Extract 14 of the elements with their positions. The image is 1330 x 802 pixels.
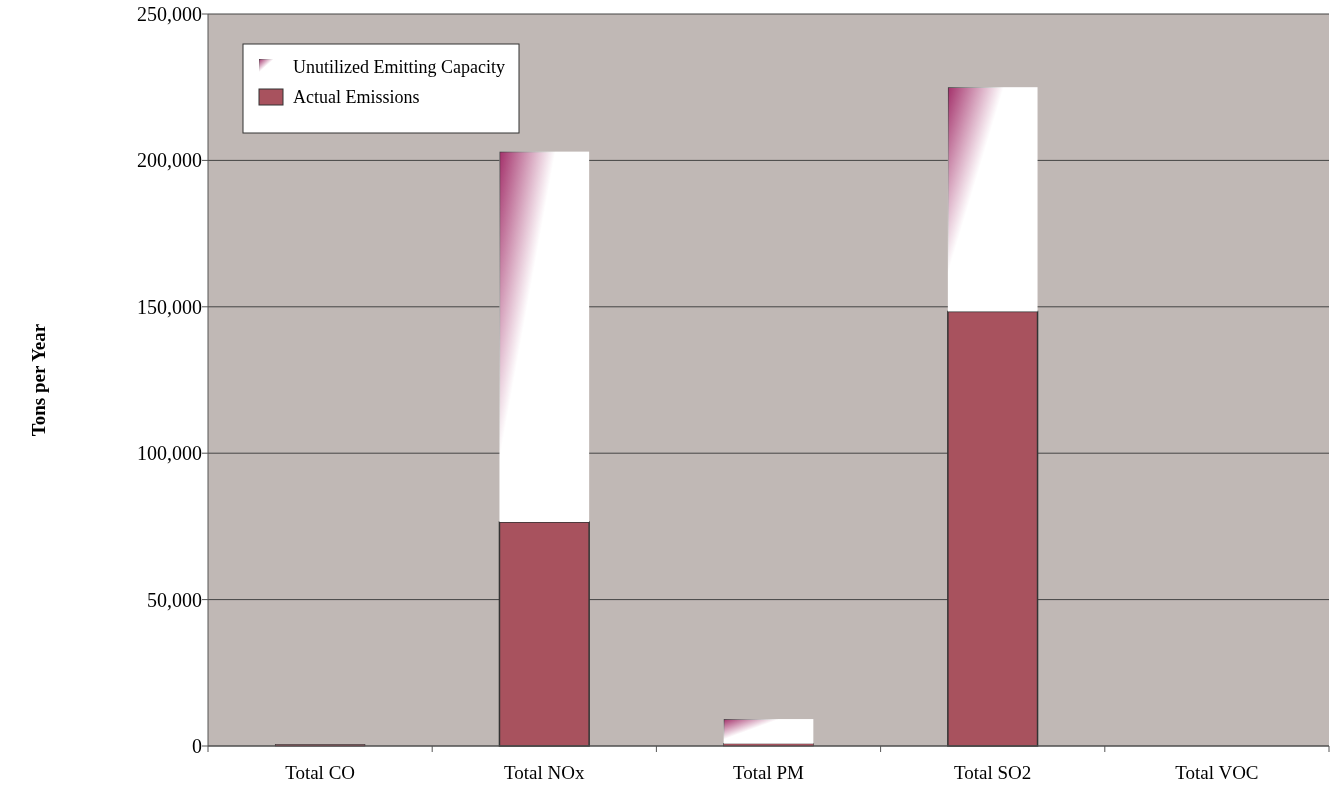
- x-tick-label: Total PM: [733, 762, 805, 783]
- y-tick-label: 0: [192, 735, 202, 757]
- y-tick-label: 100,000: [137, 442, 202, 465]
- y-axis-title: Tons per Year: [28, 323, 49, 437]
- legend-label: Actual Emissions: [293, 87, 420, 108]
- y-tick-label: 200,000: [137, 149, 202, 172]
- x-tick-label: Total CO: [285, 762, 356, 783]
- x-tick-label: Total VOC: [1175, 762, 1259, 783]
- y-tick-label: 250,000: [137, 3, 202, 25]
- x-tick-label: Total SO2: [954, 762, 1032, 783]
- y-tick-label: 150,000: [137, 295, 202, 318]
- legend-label: Unutilized Emitting Capacity: [293, 57, 505, 78]
- x-tick-label: Total NOx: [504, 762, 586, 783]
- y-tick-label: 50,000: [147, 588, 202, 611]
